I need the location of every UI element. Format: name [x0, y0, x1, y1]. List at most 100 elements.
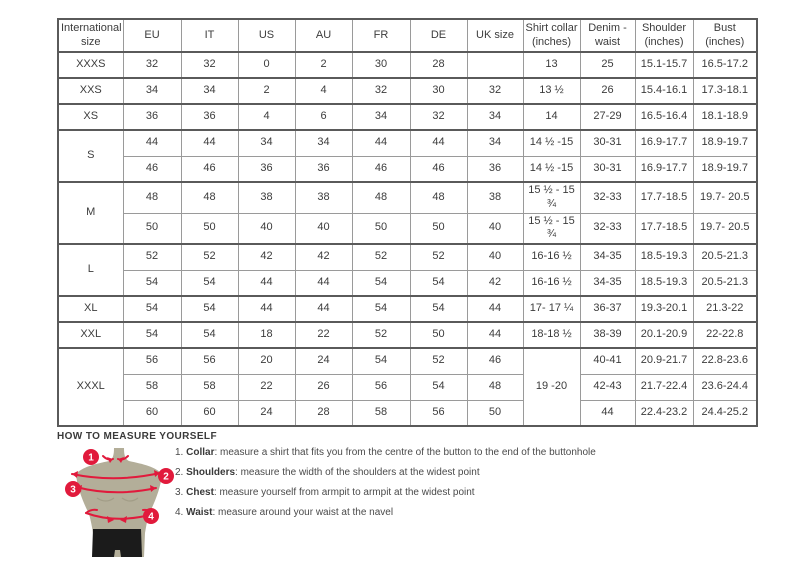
- value-cell: 40: [466, 243, 524, 271]
- collar-arrowhead-right: [118, 457, 124, 463]
- figure-number-markers: 1 2 3 4: [65, 449, 174, 524]
- value-cell: 44: [294, 295, 353, 323]
- value-cell: 50: [351, 212, 411, 245]
- value-cell: 27-29: [579, 103, 636, 131]
- value-cell: 22.4-23.2: [634, 399, 694, 427]
- value-cell: 42-43: [579, 373, 636, 401]
- size-chart-table: International size EU IT US AU FR DE UK size Shi…: [57, 18, 758, 427]
- value-cell: 32: [351, 77, 411, 105]
- value-cell: 14 ½ -15: [522, 129, 581, 157]
- value-cell: 54: [180, 295, 239, 323]
- value-cell: 26: [579, 77, 636, 105]
- value-cell: 58: [180, 373, 239, 401]
- value-cell: 52: [180, 243, 239, 271]
- waist-back-line-left: [85, 508, 98, 514]
- value-cell: 21.3-22: [692, 295, 758, 323]
- value-cell: 4: [294, 77, 353, 105]
- chest-measure-line: [75, 486, 157, 494]
- measure-instructions: 1. Collar: measure a shirt that fits you…: [175, 447, 735, 527]
- value-cell: 54: [409, 269, 468, 297]
- mannequin-diagram-icon: 1 2 3 4: [65, 448, 174, 557]
- value-cell: 19.3-20.1: [634, 295, 694, 323]
- value-cell: 18: [237, 321, 296, 349]
- value-cell: 40-41: [579, 347, 636, 375]
- chest-shading-left: [96, 497, 115, 502]
- column-header: Denim - waist: [579, 18, 636, 53]
- value-cell: 52: [351, 321, 411, 349]
- table-row: L 52 52 42 42 52 52 40 16-16 ½ 34-35 18.5-19.3 20.5…: [57, 243, 758, 297]
- value-cell: 46: [466, 347, 524, 375]
- value-cell: 52: [351, 243, 411, 271]
- value-cell: 20.9-21.7: [634, 347, 694, 375]
- value-cell: 44: [122, 129, 182, 157]
- value-cell: 15.1-15.7: [634, 51, 694, 79]
- column-header: Shirt collar (inches): [522, 18, 581, 53]
- value-cell: 20: [237, 347, 296, 375]
- value-cell: 30: [409, 77, 468, 105]
- value-cell: 48: [351, 181, 411, 214]
- value-cell: 50: [180, 212, 239, 245]
- marker-circle-3: [65, 481, 81, 497]
- value-cell: 16-16 ½: [522, 269, 581, 297]
- value-cell: 50: [409, 321, 468, 349]
- value-cell: 17.3-18.1: [692, 77, 758, 105]
- value-cell: 46: [409, 155, 468, 183]
- waist-arrowhead-left: [107, 516, 114, 523]
- size-cell: XXL: [57, 321, 124, 349]
- column-header: International size: [57, 18, 124, 53]
- value-cell: 34-35: [579, 243, 636, 271]
- value-cell: 13 ½: [522, 77, 581, 105]
- value-cell: 48: [180, 181, 239, 214]
- value-cell: 50: [466, 399, 524, 427]
- size-cell: XL: [57, 295, 124, 323]
- size-table-body: XXXS 32 32 0 2 30 28 13 25 15.1-15.7 16.5-17.2 XXS 3…: [57, 51, 758, 427]
- value-cell: 40: [237, 212, 296, 245]
- column-header: UK size: [466, 18, 524, 53]
- value-cell: 30-31: [579, 129, 636, 157]
- shorts-shape: [92, 529, 142, 557]
- table-row: XS 36 36 4 6 34 32 34 14 27-29 16.5-16.4 18.1-18.9: [57, 103, 758, 131]
- size-cell: XXXS: [57, 51, 124, 79]
- value-cell: 58: [351, 399, 411, 427]
- table-row: 60 60 24 28 58 56 50 44 22.4-23.2 24.4-25.2: [58, 399, 758, 427]
- value-cell: 44: [351, 129, 411, 157]
- value-cell: 17.7-18.5: [634, 212, 694, 245]
- value-cell: 56: [409, 399, 468, 427]
- value-cell: 38-39: [579, 321, 636, 349]
- column-header: Shoulder (inches): [634, 18, 694, 53]
- shoulder-measure-line: [71, 472, 161, 480]
- value-cell: 36-37: [579, 295, 636, 323]
- value-cell: 48: [409, 181, 468, 214]
- value-cell: 22: [237, 373, 296, 401]
- value-cell: 28: [409, 51, 468, 79]
- value-cell: 54: [122, 321, 182, 349]
- value-cell: 36: [122, 103, 182, 131]
- marker-circle-4: [143, 508, 159, 524]
- column-header: AU: [294, 18, 353, 53]
- value-cell: 20.1-20.9: [634, 321, 694, 349]
- table-row: XXL 54 54 18 22 52 50 44 18-18 ½ 38-39 20.1-20.9 22…: [57, 321, 758, 349]
- value-cell: 24: [294, 347, 353, 375]
- value-cell: 32-33: [579, 212, 636, 245]
- instruction-chest: 3. Chest: measure yourself from armpit t…: [175, 487, 735, 499]
- value-cell: 44: [579, 399, 636, 427]
- value-cell: 22.8-23.6: [692, 347, 758, 375]
- value-cell: 52: [409, 347, 468, 375]
- instruction-number: 1.: [175, 447, 184, 458]
- value-cell: 17- 17 ¼: [522, 295, 581, 323]
- value-cell: 50: [122, 212, 182, 245]
- value-cell: 30: [351, 51, 411, 79]
- value-cell: 54: [122, 269, 182, 297]
- measure-section: HOW TO MEASURE YOURSELF: [57, 431, 596, 557]
- value-cell: 24: [237, 399, 296, 427]
- value-cell: 54: [351, 269, 411, 297]
- value-cell: 18.5-19.3: [634, 269, 694, 297]
- value-cell: 42: [237, 243, 296, 271]
- value-cell: 14: [522, 103, 581, 131]
- value-cell: 36: [466, 155, 524, 183]
- value-cell: 32: [409, 103, 468, 131]
- value-cell: 58: [122, 373, 182, 401]
- instruction-text: : measure around your waist at the navel: [212, 507, 394, 518]
- column-header: EU: [122, 18, 182, 53]
